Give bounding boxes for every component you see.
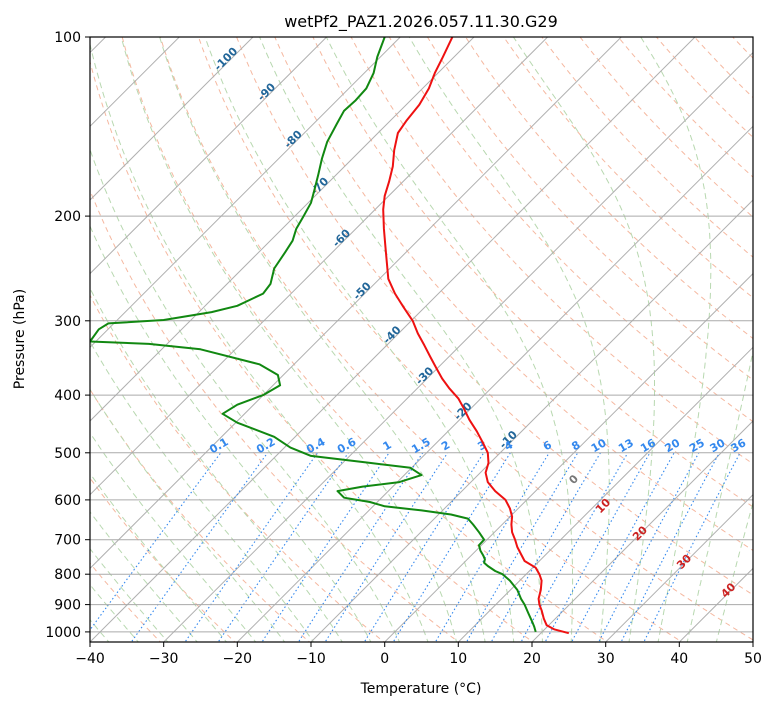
isotherm	[457, 346, 753, 642]
moist-adiabat	[90, 224, 372, 642]
dry-adiabat	[90, 562, 162, 642]
isotherm	[310, 199, 753, 642]
moist-adiabat	[715, 500, 753, 642]
isotherm	[90, 37, 549, 496]
isotherm	[90, 37, 254, 201]
mixing-ratio-line	[363, 452, 485, 642]
moist-adiabat	[90, 583, 140, 642]
y-axis-title: Pressure (hPa)	[12, 289, 28, 389]
isotherm	[90, 37, 475, 422]
isotherm	[90, 37, 623, 570]
mixing-ratio-line	[598, 452, 700, 642]
y-tick-label: 500	[54, 446, 81, 462]
dewpoint-profile-line	[90, 37, 537, 633]
temperature-profile-line	[382, 37, 570, 635]
y-tick-label: 600	[54, 493, 81, 509]
dry-adiabat	[197, 37, 753, 641]
y-tick-label: 900	[54, 598, 81, 614]
mixing-ratio-line	[570, 452, 675, 642]
dry-adiabat	[426, 37, 753, 381]
moist-adiabat	[512, 37, 655, 642]
moist-adiabat	[90, 287, 343, 642]
dry-adiabat	[388, 37, 753, 423]
x-tick-label: −40	[75, 651, 105, 667]
dry-adiabat	[274, 37, 753, 552]
moist-adiabat	[90, 431, 257, 642]
isotherm	[162, 51, 753, 642]
moist-adiabat	[90, 42, 429, 642]
x-tick-label: 50	[744, 651, 762, 667]
plot-frame	[89, 36, 754, 643]
mixing-ratio-line	[297, 452, 424, 642]
x-tick-label: −20	[223, 651, 253, 667]
mixing-ratio-line	[90, 452, 222, 631]
dry-adiabat	[90, 59, 534, 642]
y-axis: 100 200 300 400 500 600 700 800 900 1000	[45, 30, 90, 641]
background-lines	[90, 37, 753, 642]
mixing-ratio-line	[261, 452, 390, 642]
dry-adiabat	[90, 189, 460, 642]
y-tick-label: 400	[54, 388, 81, 404]
isotherm	[90, 37, 696, 642]
moist-adiabat	[120, 37, 458, 642]
pressure-gridlines	[90, 37, 753, 633]
moist-adiabat	[159, 37, 486, 642]
mixing-ratio-line	[324, 452, 448, 642]
moist-adiabat	[90, 472, 228, 642]
moist-adiabat	[259, 37, 543, 642]
mixing-ratio-line	[434, 452, 550, 642]
isotherm	[604, 493, 753, 642]
y-tick-label: 800	[54, 567, 81, 583]
isotherm	[236, 125, 753, 642]
x-axis-title: Temperature (°C)	[360, 681, 482, 697]
dry-adiabat	[159, 37, 683, 642]
dry-adiabat	[121, 37, 609, 642]
mixing-ratio-line	[544, 452, 651, 642]
y-tick-label: 1000	[45, 625, 81, 641]
moist-adiabat	[408, 37, 610, 642]
x-tick-label: 30	[597, 651, 615, 667]
y-tick-label: 700	[54, 533, 81, 549]
chart-title: wetPf2_PAZ1.2026.057.11.30.G29	[284, 12, 558, 32]
moist-adiabat	[204, 37, 515, 642]
moist-adiabat	[640, 37, 712, 642]
x-tick-label: 40	[670, 651, 688, 667]
moist-adiabat	[686, 348, 753, 642]
y-tick-label: 300	[54, 314, 81, 330]
x-tick-label: −10	[296, 651, 326, 667]
moist-adiabat	[90, 388, 286, 642]
dry-adiabat	[90, 388, 311, 642]
mixing-ratio-line	[184, 452, 319, 642]
y-tick-label: 100	[54, 30, 81, 46]
x-tick-label: 10	[449, 651, 467, 667]
y-tick-label: 200	[54, 209, 81, 225]
sounding-series	[90, 37, 570, 635]
x-tick-label: 0	[380, 651, 389, 667]
isotherm	[90, 37, 328, 275]
x-tick-label: −30	[149, 651, 179, 667]
isotherm	[531, 420, 753, 642]
isotherm	[90, 37, 402, 349]
dry-adiabat	[90, 294, 385, 642]
moist-adiabat	[90, 340, 315, 642]
x-axis: −40 −30 −20 −10 0 10 20 30 40 50	[75, 642, 762, 667]
mixing-ratio-line	[130, 452, 269, 642]
isotherm	[383, 272, 753, 642]
x-tick-label: 20	[523, 651, 541, 667]
dry-adiabat	[503, 37, 753, 299]
mixing-ratio-line	[217, 452, 349, 642]
